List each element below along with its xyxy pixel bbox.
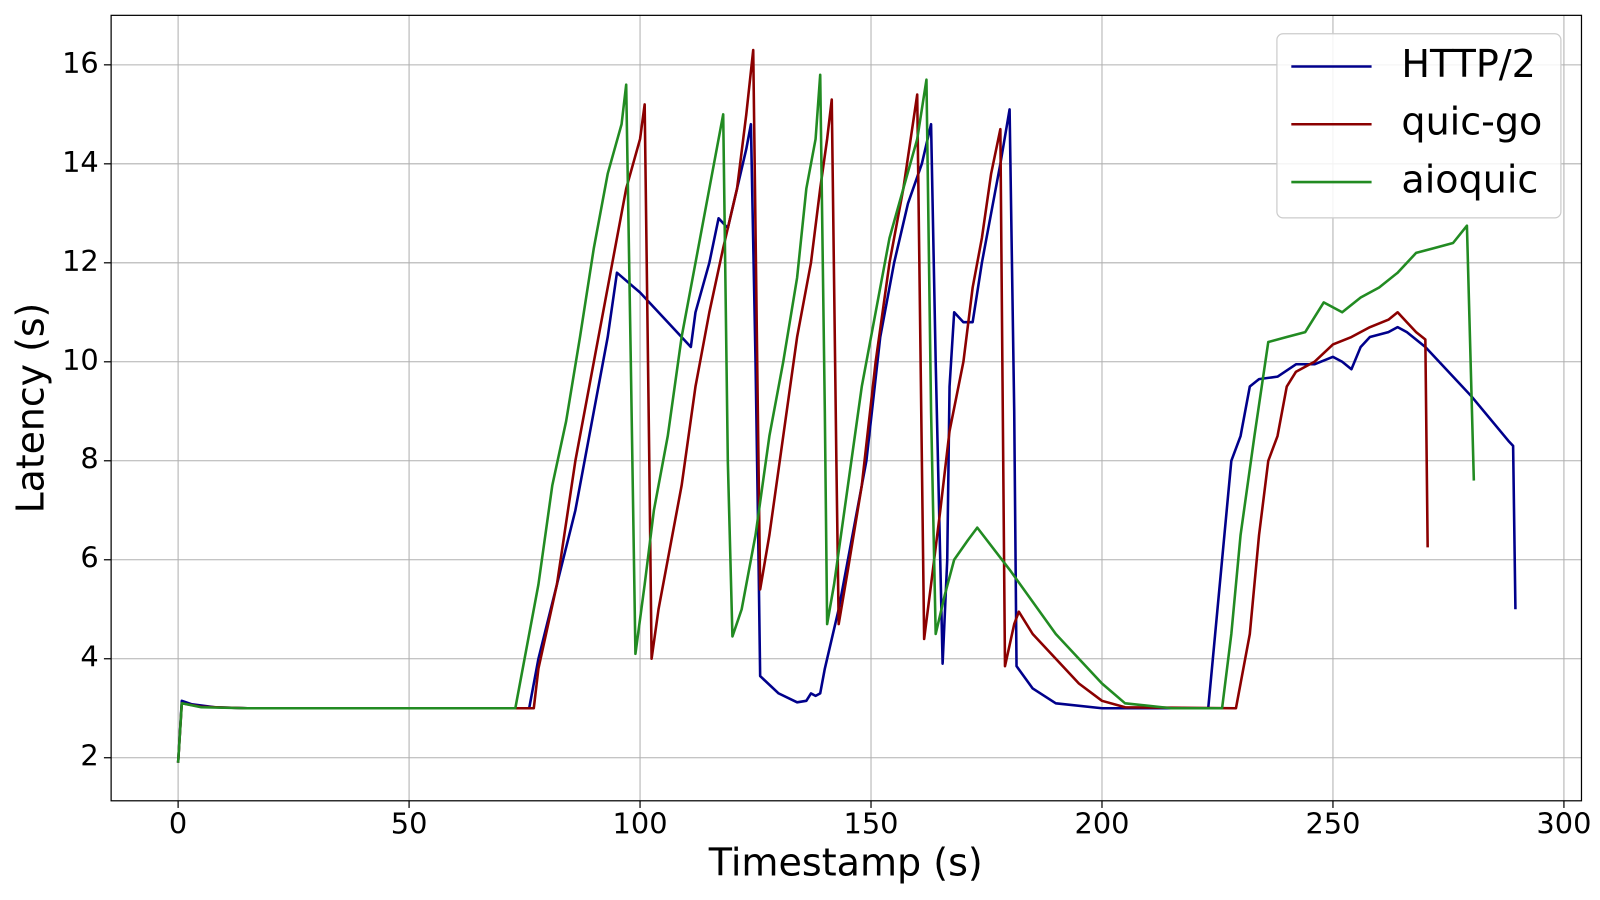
x-tick-label: 200	[1074, 806, 1129, 840]
x-tick-label: 100	[613, 806, 668, 840]
legend-label: aioquic	[1401, 158, 1538, 202]
y-tick-label: 2	[80, 739, 98, 773]
y-tick-label: 16	[62, 46, 99, 80]
y-tick-label: 6	[80, 541, 98, 575]
x-tick-label: 250	[1305, 806, 1360, 840]
x-tick-label: 300	[1536, 806, 1591, 840]
x-tick-label: 50	[391, 806, 428, 840]
y-tick-label: 14	[62, 145, 99, 179]
x-axis-label: Timestamp (s)	[708, 841, 983, 885]
x-tick-label: 150	[844, 806, 899, 840]
series-line	[176, 73, 1476, 763]
x-tick-label: 0	[169, 806, 187, 840]
y-tick-label: 8	[80, 442, 98, 476]
legend-box	[1276, 33, 1562, 219]
plot-frame	[110, 14, 1583, 802]
y-tick-label: 10	[62, 343, 99, 377]
y-tick-label: 4	[80, 640, 98, 674]
legend-label: quic-go	[1401, 100, 1542, 144]
legend-label: HTTP/2	[1401, 42, 1535, 86]
series-line	[176, 48, 1429, 763]
y-axis-label: Latency (s)	[8, 303, 52, 514]
y-tick-label: 12	[62, 244, 99, 278]
